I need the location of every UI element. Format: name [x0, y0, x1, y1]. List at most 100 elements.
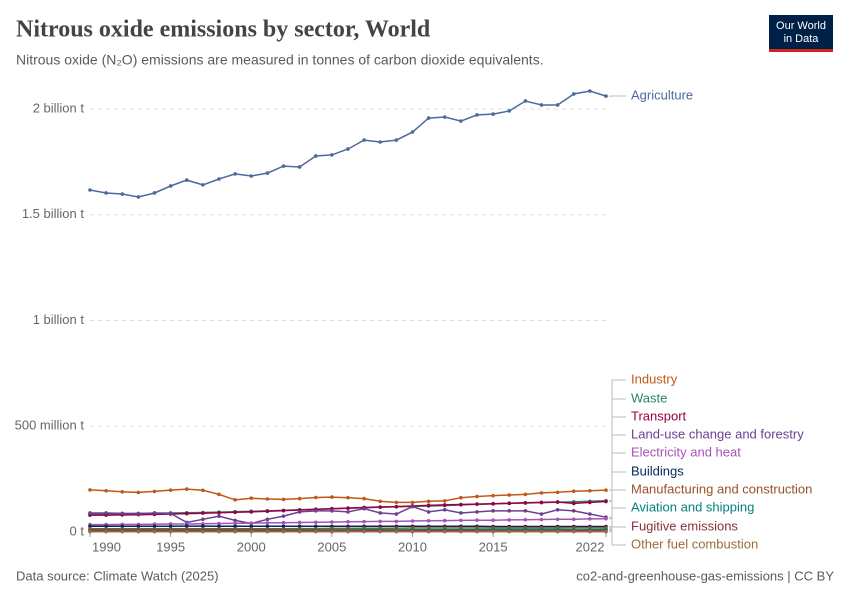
data-point	[233, 529, 237, 534]
data-point	[410, 504, 415, 509]
data-point	[571, 92, 576, 96]
data-point	[168, 524, 173, 529]
data-point	[394, 500, 399, 505]
y-tick-label: 2 billion t	[33, 100, 85, 115]
data-point	[394, 138, 399, 142]
data-point	[604, 94, 608, 98]
x-tick-label: 2022	[576, 539, 605, 554]
data-point	[539, 512, 544, 516]
data-point	[475, 510, 479, 514]
y-tick-label: 0 t	[70, 523, 85, 538]
data-point	[491, 501, 495, 506]
data-point	[426, 499, 431, 504]
data-point	[265, 509, 270, 514]
data-point	[168, 511, 173, 516]
data-point	[184, 487, 189, 491]
data-point	[184, 511, 189, 516]
data-point	[88, 529, 92, 534]
data-point	[394, 529, 399, 534]
data-point	[588, 488, 592, 493]
data-point	[281, 497, 286, 502]
data-point	[604, 529, 608, 534]
data-point	[410, 130, 415, 134]
footer-right[interactable]: co2-and-greenhouse-gas-emissions | CC BY	[576, 568, 834, 583]
data-point	[346, 495, 350, 500]
data-point	[523, 501, 528, 505]
data-point	[120, 511, 125, 516]
data-point	[168, 529, 173, 534]
data-point	[217, 514, 221, 518]
data-point	[426, 503, 431, 508]
legend-label: Manufacturing and construction	[631, 481, 812, 496]
chart-subtitle: Nitrous oxide (N₂O) emissions are measur…	[16, 52, 544, 68]
logo[interactable]: Our World in Data	[769, 15, 833, 52]
data-point	[394, 504, 399, 509]
data-point	[120, 490, 125, 494]
data-point	[523, 517, 528, 522]
data-point	[362, 529, 366, 534]
data-point	[571, 501, 576, 506]
data-point	[136, 490, 141, 495]
data-point	[588, 517, 592, 521]
data-point	[394, 512, 399, 516]
legend-label: Aviation and shipping	[631, 499, 754, 514]
data-point	[426, 529, 431, 534]
x-tick-label: 1995	[156, 539, 185, 554]
data-point	[281, 514, 286, 518]
data-point	[346, 520, 350, 524]
logo-bar	[769, 49, 833, 52]
x-tick-label: 2015	[479, 539, 508, 554]
data-point	[249, 496, 254, 500]
data-point	[346, 529, 350, 534]
data-point	[571, 517, 576, 522]
data-point	[378, 140, 383, 144]
legend-label: Agriculture	[631, 87, 693, 102]
data-point	[136, 195, 141, 199]
data-point	[313, 509, 318, 513]
data-point	[442, 503, 447, 507]
data-point	[201, 511, 205, 515]
x-tick-label: 2005	[317, 539, 346, 554]
data-point	[217, 529, 221, 534]
data-point	[265, 517, 270, 522]
data-point	[313, 154, 318, 158]
data-point	[604, 499, 608, 504]
data-point	[410, 500, 415, 505]
data-point	[152, 524, 157, 529]
data-point	[330, 520, 334, 524]
data-point	[555, 507, 560, 512]
data-point	[330, 153, 334, 157]
data-point	[346, 510, 350, 514]
data-point	[168, 488, 173, 492]
data-point	[475, 113, 479, 117]
data-point	[426, 510, 431, 514]
data-point	[217, 521, 221, 526]
data-point	[104, 511, 108, 515]
data-point	[265, 497, 270, 501]
source: Data source: Climate Watch (2025)	[16, 568, 219, 583]
data-point	[249, 529, 254, 534]
data-point	[201, 488, 205, 493]
data-point	[588, 89, 592, 93]
data-point	[88, 524, 92, 529]
legend-label: Other fuel combustion	[631, 536, 758, 551]
data-point	[507, 501, 512, 506]
data-point	[362, 506, 366, 511]
data-point	[442, 115, 447, 119]
legend-label: Transport	[631, 408, 687, 423]
data-point	[136, 511, 141, 516]
data-point	[217, 177, 221, 181]
data-point	[104, 524, 108, 529]
data-point	[233, 498, 237, 502]
data-point	[459, 529, 463, 534]
data-point	[378, 499, 383, 504]
data-point	[426, 116, 431, 120]
data-point	[507, 493, 512, 497]
legend-label: Land-use change and forestry	[631, 426, 804, 441]
data-point	[104, 488, 108, 493]
data-point	[523, 99, 528, 103]
data-point	[281, 529, 286, 534]
label-connector	[609, 531, 626, 546]
data-point	[378, 505, 383, 509]
data-point	[442, 507, 447, 512]
